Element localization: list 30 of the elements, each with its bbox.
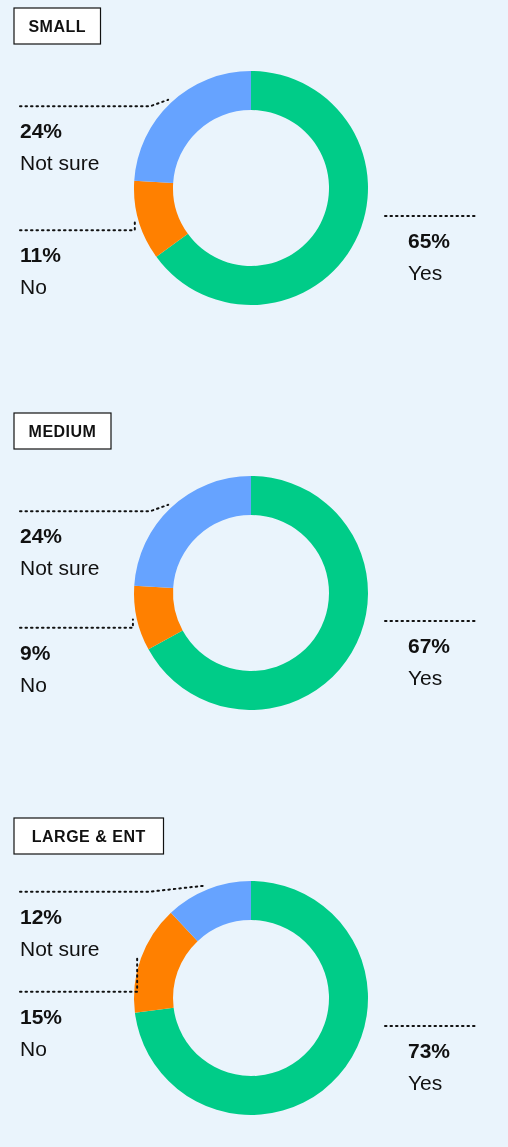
slice-label: Not sure: [20, 556, 100, 580]
slice-label: No: [20, 1036, 47, 1060]
data-label: 24%: [20, 119, 63, 143]
data-label: 12%: [20, 904, 63, 928]
slice-label: Yes: [408, 261, 443, 284]
donut-slice: [156, 71, 368, 305]
slice-label: Yes: [408, 666, 443, 689]
data-label: 65%: [408, 229, 451, 252]
donut-slice: [134, 476, 251, 589]
donut-slice: [134, 881, 368, 1115]
slice-label: No: [20, 672, 47, 696]
slice-label: Not sure: [20, 151, 100, 175]
donut-slice: [134, 180, 188, 257]
data-label: 24%: [20, 524, 63, 548]
data-label: 73%: [408, 1039, 451, 1062]
donut-slice: [134, 585, 183, 650]
data-label: 11%: [20, 243, 62, 267]
data-label: 67%: [408, 634, 451, 657]
data-label: 9%: [20, 640, 51, 664]
donut-slice: [134, 912, 198, 1013]
slice-label: Not sure: [20, 936, 100, 960]
donut-slice: [148, 476, 368, 710]
data-label: 15%: [20, 1004, 63, 1028]
slice-label: Yes: [408, 1071, 443, 1094]
donut-slice: [134, 71, 251, 184]
slice-label: No: [20, 275, 47, 299]
chart-title: LARGE & ENT: [31, 828, 146, 845]
chart-title: MEDIUM: [28, 423, 97, 440]
donut-slice: [170, 881, 251, 942]
chart-title: SMALL: [28, 18, 87, 35]
